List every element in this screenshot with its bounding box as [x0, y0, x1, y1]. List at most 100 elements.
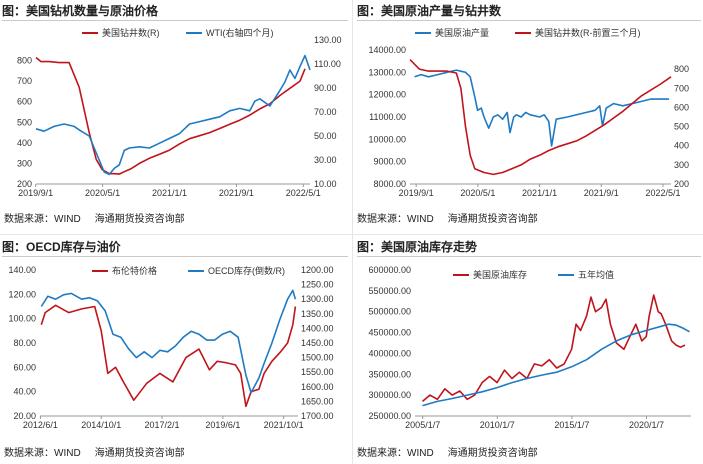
panel2-title-rule [357, 20, 701, 21]
chart1-y-right-tick: 70.00 [314, 107, 337, 117]
chart2-x-tick: 2019/9/1 [399, 188, 434, 198]
panel3-footer: 数据来源：WIND 海通期货投资咨询部 [4, 446, 185, 462]
chart1-series-1-line [35, 56, 306, 175]
panel1-title: 图：美国钻机数量与原油价格 [2, 4, 159, 18]
chart3-y-right-tick: 1700.00 [301, 411, 334, 421]
chart2-y-right-tick: 400 [674, 141, 689, 151]
chart2-y-left-tick: 9000.00 [373, 157, 406, 167]
chart4-x-tick: 2020/1/7 [629, 420, 664, 430]
chart1-y-left-tick: 600 [17, 97, 32, 107]
chart2-y-left-tick: 11000.00 [369, 112, 406, 122]
panel2-org: 海通期货投资咨询部 [447, 214, 538, 225]
chart3-svg: 20.00 40.00 60.00 80.00 100.00 120.00 140.00 12… [8, 265, 334, 430]
chart1-y-left-tick: 300 [17, 158, 32, 168]
panel1-source: 数据来源：WIND [4, 214, 81, 225]
chart1-x-tick: 2022/5/1 [286, 188, 321, 198]
chart1-y-right-tick: 30.00 [314, 155, 337, 165]
chart1-svg: 200 300 400 500 600 700 800 10.00 30.00 50.00 70.0… [17, 27, 342, 198]
chart3-y-left-tick: 40.00 [13, 387, 36, 397]
chart2-svg: 8000.00 9000.00 10000.00 11000.00 12000.00 13… [368, 27, 689, 198]
chart4-legend-label-2: 五年均值 [578, 269, 614, 280]
chart2-y-left-tick: 8000.00 [373, 179, 406, 189]
chart2-legend-label-1: 美国原油产量 [435, 27, 489, 38]
chart2-y-left-tick: 13000.00 [368, 67, 406, 77]
chart3-container: 20.00 40.00 60.00 80.00 100.00 120.00 140.00 12… [0, 258, 350, 440]
chart3-x-tick: 2017/2/1 [145, 420, 180, 430]
chart2-series-2-line [409, 59, 672, 176]
chart4-x-tick: 2015/1/7 [554, 420, 589, 430]
chart2-y-right-tick: 800 [674, 64, 689, 74]
chart3-y-right-tick: 1300.00 [301, 294, 334, 304]
chart2-y-right-tick: 600 [674, 102, 689, 112]
chart4-y-left-tick: 500000.00 [368, 307, 411, 317]
chart4-container: 250000.00 300000.00 350000.00 400000.00 4500… [353, 258, 703, 440]
chart3-y-right-tick: 1600.00 [301, 382, 334, 392]
chart1-y-right-tick: 50.00 [314, 131, 337, 141]
panel4-footer: 数据来源：WIND 海通期货投资咨询部 [357, 446, 538, 462]
chart2-legend-label-2: 美国钻井数(R-前置三个月) [535, 27, 641, 38]
chart2-y-left-tick: 12000.00 [368, 90, 406, 100]
chart4-x-tick: 2005/1/7 [405, 420, 440, 430]
chart1-y-left-tick: 500 [17, 117, 32, 127]
chart1-x-tick: 2021/1/1 [152, 188, 187, 198]
chart3-x-tick: 2021/10/1 [264, 420, 304, 430]
chart4-legend-label-1: 美国原油库存 [473, 269, 527, 280]
panel4-title-rule [357, 256, 701, 257]
chart3-y-left-tick: 80.00 [13, 338, 36, 348]
panel1-title-rule [2, 20, 348, 21]
panel3-title-rule [2, 256, 348, 257]
chart1-series-2-line [35, 54, 311, 176]
chart2-y-right-tick: 200 [674, 179, 689, 189]
panel-divider-vertical [352, 0, 353, 464]
chart3-y-left-tick: 140.00 [8, 265, 36, 275]
chart2-x-tick: 2022/5/1 [645, 188, 680, 198]
chart4-series-1-line [421, 294, 686, 403]
chart1-container: 200 300 400 500 600 700 800 10.00 30.00 50.00 70.0… [0, 22, 350, 208]
chart3-legend-label-1: 布伦特价格 [112, 265, 157, 276]
chart2-x-tick: 2021/9/1 [584, 188, 619, 198]
chart4-y-left-tick: 550000.00 [368, 286, 411, 296]
panel4-org: 海通期货投资咨询部 [447, 448, 538, 459]
panel2-source: 数据来源：WIND [357, 214, 434, 225]
chart3-series-1-line [40, 304, 297, 408]
panel1-footer: 数据来源：WIND 海通期货投资咨询部 [4, 212, 185, 228]
chart4-y-left-tick: 400000.00 [368, 348, 411, 358]
chart3-y-right-tick: 1650.00 [301, 396, 334, 406]
chart2-y-right-tick: 700 [674, 83, 689, 93]
chart1-x-tick: 2020/5/1 [85, 188, 120, 198]
panel3-source: 数据来源：WIND [4, 448, 81, 459]
panel3-org: 海通期货投资咨询部 [94, 448, 185, 459]
chart1-x-tick: 2019/9/1 [18, 188, 53, 198]
chart1-x-tick: 2021/9/1 [219, 188, 254, 198]
chart4-y-left-tick: 450000.00 [368, 328, 411, 338]
panel4-source: 数据来源：WIND [357, 448, 434, 459]
chart3-y-right-tick: 1350.00 [301, 309, 334, 319]
chart1-legend-label-1: 美国钻井数(R) [102, 27, 160, 38]
chart4-y-left-tick: 300000.00 [368, 390, 411, 400]
chart3-y-right-tick: 1500.00 [301, 353, 334, 363]
chart3-y-right-tick: 1400.00 [301, 323, 334, 333]
chart1-y-right-tick: 90.00 [314, 83, 337, 93]
chart2-container: 8000.00 9000.00 10000.00 11000.00 12000.00 13… [353, 22, 703, 208]
chart3-y-left-tick: 60.00 [13, 362, 36, 372]
chart3-legend-label-2: OECD库存(倒数/R) [208, 265, 285, 276]
chart1-y-right-tick: 110.00 [314, 59, 341, 69]
chart3-y-right-tick: 1550.00 [301, 367, 334, 377]
chart3-x-tick: 2014/10/1 [81, 420, 121, 430]
chart3-y-right-tick: 1450.00 [301, 338, 334, 348]
panel2-footer: 数据来源：WIND 海通期货投资咨询部 [357, 212, 538, 228]
chart3-y-right-tick: 1200.00 [301, 265, 334, 275]
chart3-y-left-tick: 120.00 [8, 289, 36, 299]
panel3-title: 图：OECD库存与油价 [2, 240, 121, 254]
chart2-x-tick: 2020/5/1 [460, 188, 495, 198]
chart3-x-tick: 2019/6/1 [205, 420, 240, 430]
chart2-y-left-tick: 10000.00 [368, 134, 406, 144]
chart2-series-1-line [414, 69, 670, 147]
chart1-y-left-tick: 700 [17, 76, 32, 86]
chart1-y-left-tick: 400 [17, 138, 32, 148]
chart2-x-tick: 2021/1/1 [522, 188, 557, 198]
chart3-y-left-tick: 20.00 [13, 411, 36, 421]
chart2-y-left-tick: 14000.00 [368, 45, 406, 55]
panel-divider-horizontal [0, 234, 703, 235]
chart3-x-tick: 2012/6/1 [23, 420, 58, 430]
